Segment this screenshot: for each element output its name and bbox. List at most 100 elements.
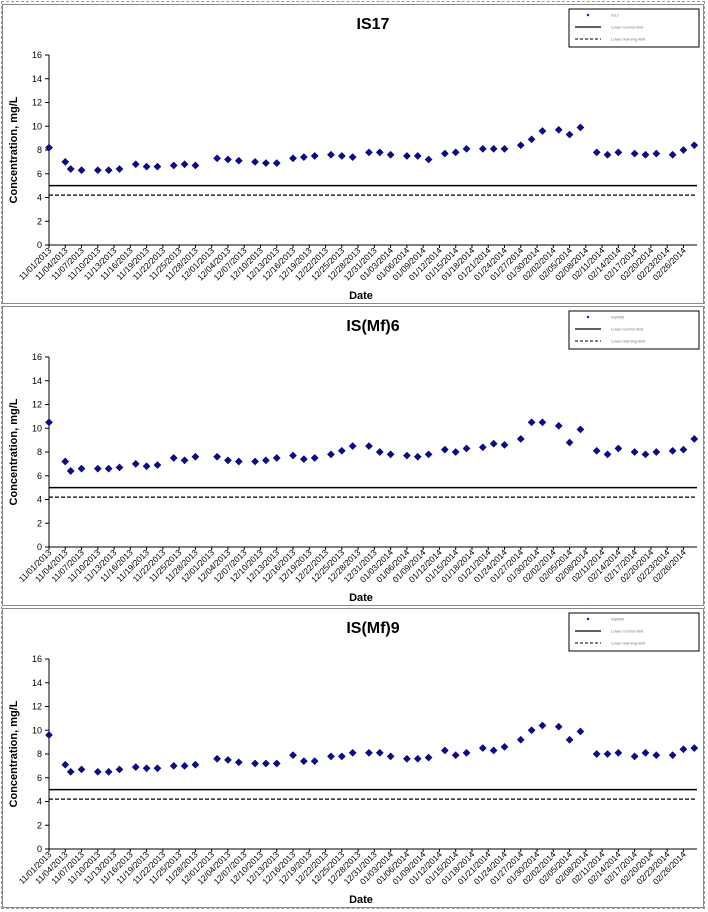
data-point (131, 160, 140, 169)
data-point (478, 443, 487, 452)
data-point (641, 748, 650, 757)
data-point (310, 757, 319, 766)
data-point (169, 453, 178, 462)
y-tick-label: 10 (32, 423, 42, 433)
legend-label: Lower control limit (611, 25, 644, 30)
data-point (66, 165, 75, 173)
chart-panel-is17: IS17 0 2 4 6 8 10 12 14 16 11/01/2013 11/04/2013 11/… (2, 4, 704, 304)
y-tick-label: 2 (37, 216, 42, 226)
data-point (500, 440, 509, 449)
data-point (272, 453, 281, 462)
y-tick-label: 12 (32, 98, 42, 108)
y-tick-label: 16 (32, 50, 42, 60)
data-point (614, 444, 623, 453)
data-point (424, 753, 433, 762)
data-point (115, 463, 124, 472)
data-point (213, 452, 222, 461)
y-axis-title: Concentration, mg/L (8, 398, 20, 505)
data-point (478, 144, 487, 153)
data-point (603, 450, 612, 459)
y-tick-label: 14 (32, 74, 42, 84)
data-point (630, 149, 639, 158)
data-point (690, 434, 699, 443)
chart-panel-ismf6: IS(Mf)6 0 2 4 6 8 10 12 14 16 11/01/2013 11/04/2013… (2, 306, 704, 606)
data-point (169, 761, 178, 770)
data-point (348, 748, 357, 757)
data-point (690, 141, 699, 150)
data-point (251, 157, 260, 166)
legend-marker-diamond (586, 13, 590, 17)
y-tick-label: 6 (37, 169, 42, 179)
data-point (402, 451, 411, 460)
data-point (234, 156, 243, 165)
data-point (142, 462, 151, 471)
y-tick-label: 10 (32, 725, 42, 735)
data-point (93, 166, 102, 175)
y-tick-label: 16 (32, 654, 42, 664)
legend-label: Lower warning limit (611, 339, 646, 344)
data-point (45, 418, 53, 427)
data-point (500, 144, 509, 153)
data-point (402, 151, 411, 160)
data-point (641, 450, 650, 459)
legend-box (568, 612, 700, 652)
legend-label: IS17 (611, 13, 620, 18)
data-point (299, 455, 308, 464)
data-point (527, 726, 536, 735)
data-point (261, 159, 270, 168)
data-point (603, 750, 612, 758)
x-axis-title: Date (349, 290, 373, 302)
legend-marker-diamond (586, 617, 590, 621)
y-axis-title: Concentration, mg/L (8, 700, 20, 807)
data-point (652, 149, 661, 158)
data-point (310, 151, 319, 160)
data-point (554, 125, 563, 134)
y-axis-title: Concentration, mg/L (8, 96, 20, 203)
x-axis-title: Date (349, 592, 373, 604)
y-tick-label: 0 (37, 844, 42, 854)
data-point (289, 451, 297, 460)
data-point (299, 153, 308, 162)
data-point (630, 752, 639, 761)
y-tick-label: 14 (32, 678, 42, 688)
legend: IS(Mf)9 Lower control limit Lower warning … (568, 612, 700, 652)
data-point (527, 418, 536, 427)
data-point (77, 765, 86, 774)
data-point (565, 438, 574, 447)
data-point (337, 151, 346, 160)
legend-label: Lower control limit (611, 327, 644, 332)
data-point (153, 764, 162, 773)
data-point (386, 150, 395, 159)
data-point (180, 761, 189, 770)
data-point (440, 149, 449, 158)
data-point (348, 442, 357, 451)
data-point (451, 448, 460, 456)
data-point (153, 461, 162, 470)
data-point (489, 746, 498, 755)
data-point (180, 160, 189, 169)
data-point (364, 148, 373, 157)
data-point (234, 457, 243, 466)
data-point (516, 434, 525, 443)
data-point (668, 446, 677, 455)
data-point (375, 148, 384, 157)
data-point (234, 758, 243, 767)
data-point (180, 456, 189, 465)
chart-title: IS(Mf)9 (346, 620, 399, 637)
data-point (527, 135, 536, 144)
data-point (327, 450, 335, 459)
data-point (337, 446, 346, 455)
chart-is17: IS17024681012141611/01/201311/04/201311/… (8, 8, 700, 302)
data-point (451, 751, 460, 760)
data-point (337, 752, 346, 761)
y-tick-label: 12 (32, 400, 42, 410)
data-point (104, 464, 113, 473)
data-point (61, 457, 70, 466)
data-point (614, 148, 623, 157)
data-point (289, 154, 297, 163)
data-point (538, 418, 547, 427)
data-point (413, 151, 422, 160)
data-point (131, 459, 140, 468)
data-point (131, 763, 140, 772)
data-point (93, 767, 102, 776)
